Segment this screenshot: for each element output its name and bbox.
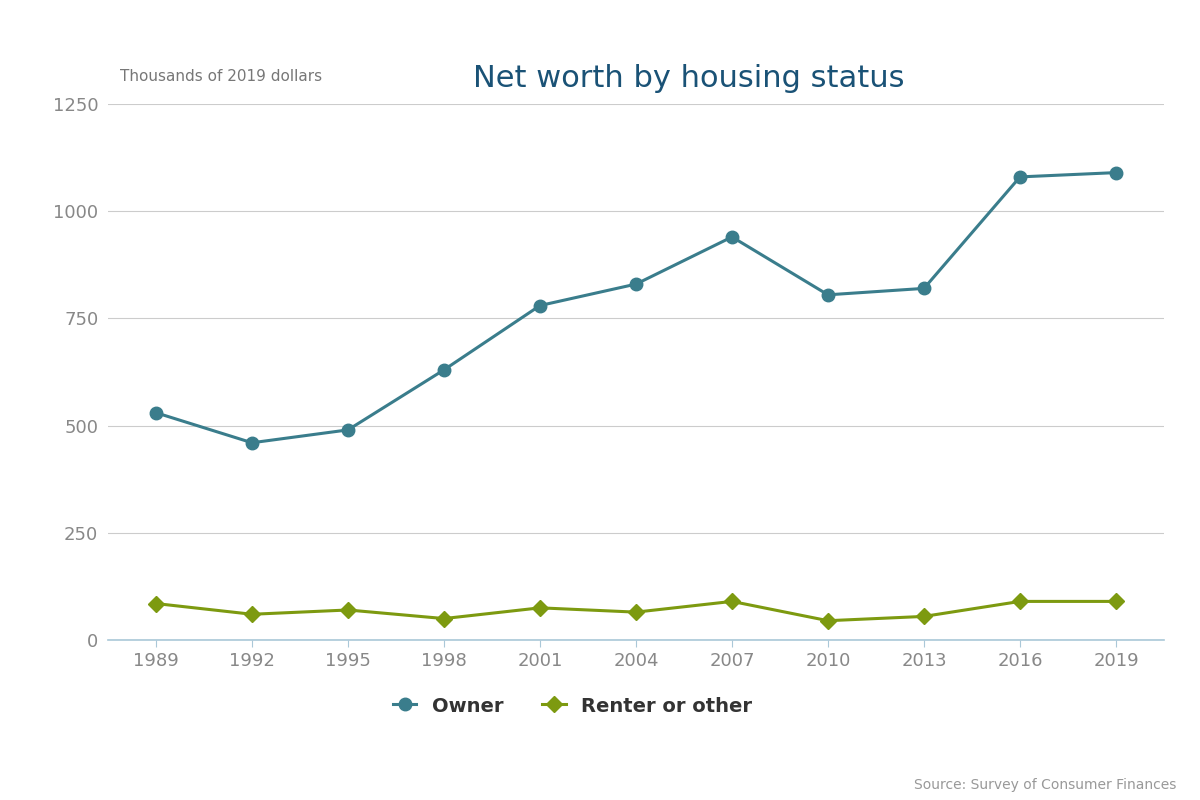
Owner — [533, 301, 547, 310]
Renter or other — [821, 616, 835, 626]
Renter or other — [629, 607, 643, 617]
Renter or other — [533, 603, 547, 613]
Owner — [149, 408, 163, 418]
Legend: Owner, Renter or other: Owner, Renter or other — [394, 697, 752, 716]
Renter or other — [725, 597, 739, 606]
Renter or other — [917, 612, 931, 622]
Renter or other — [341, 605, 355, 614]
Line: Renter or other: Renter or other — [150, 596, 1122, 626]
Owner — [917, 283, 931, 293]
Line: Owner: Owner — [150, 166, 1122, 449]
Renter or other — [1013, 597, 1027, 606]
Owner — [725, 232, 739, 242]
Owner — [821, 290, 835, 300]
Owner — [437, 365, 451, 374]
Owner — [629, 279, 643, 289]
Renter or other — [149, 598, 163, 608]
Owner — [1109, 168, 1123, 178]
Renter or other — [245, 610, 259, 619]
Owner — [341, 425, 355, 434]
Renter or other — [1109, 597, 1123, 606]
Owner — [245, 438, 259, 447]
Text: Thousands of 2019 dollars: Thousands of 2019 dollars — [120, 69, 322, 84]
Renter or other — [437, 614, 451, 623]
Title: Net worth by housing status: Net worth by housing status — [473, 64, 905, 94]
Owner — [1013, 172, 1027, 182]
Text: Source: Survey of Consumer Finances: Source: Survey of Consumer Finances — [913, 778, 1176, 792]
